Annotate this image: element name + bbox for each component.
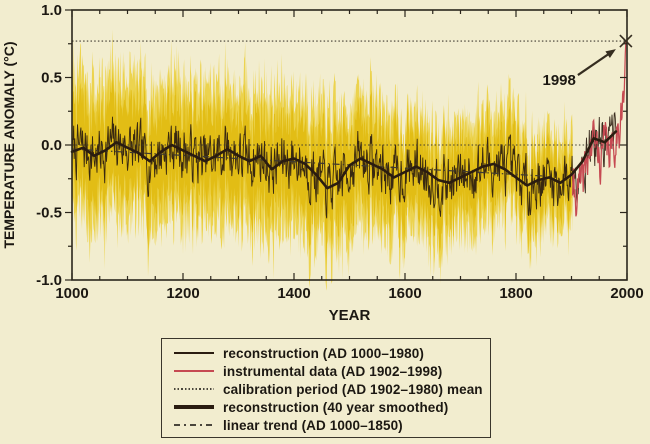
reconstruction-smoothed-line — [70, 130, 618, 190]
legend-box: reconstruction (AD 1000–1980) instrumenta… — [161, 338, 491, 438]
x-tick-label: 1600 — [388, 285, 421, 302]
y-tick-label: -0.5 — [36, 205, 62, 222]
legend-sample-dash-dot-line — [174, 424, 214, 426]
legend-item: linear trend (AD 1000–1850) — [174, 416, 490, 434]
legend-item: instrumental data (AD 1902–1998) — [174, 362, 490, 380]
x-axis-title: YEAR — [329, 307, 371, 324]
y-tick-label: 0.0 — [41, 137, 62, 154]
x-tick-label: 2000 — [610, 285, 643, 302]
instrumental-data-line — [571, 41, 627, 217]
legend-item: reconstruction (40 year smoothed) — [174, 398, 490, 416]
y-tick-label: 1.0 — [41, 2, 62, 19]
x-tick-label: 1800 — [499, 285, 532, 302]
x-tick-label: 1200 — [166, 285, 199, 302]
y-tick-label: 0.5 — [41, 70, 62, 87]
y-tick-label: -1.0 — [36, 272, 62, 289]
legend-item-label: reconstruction (40 year smoothed) — [223, 399, 449, 415]
x-tick-label: 1000 — [55, 285, 88, 302]
legend-item-label: linear trend (AD 1000–1850) — [223, 417, 403, 433]
legend-sample-thin-line — [174, 352, 214, 354]
legend-sample-thick-line — [174, 405, 214, 409]
x-tick-label: 1400 — [277, 285, 310, 302]
legend-sample-thin-line — [174, 370, 214, 372]
legend-item-label: reconstruction (AD 1000–1980) — [223, 345, 424, 361]
annotation-arrow — [577, 52, 611, 76]
legend-item-label: calibration period (AD 1902–1980) mean — [223, 381, 483, 397]
legend-item: reconstruction (AD 1000–1980) — [174, 344, 490, 362]
annotation-1998-label: 1998 — [543, 72, 576, 89]
legend-item-label: instrumental data (AD 1902–1998) — [223, 363, 443, 379]
annotation-arrowhead — [605, 49, 616, 58]
y-axis-title: TEMPERATURE ANOMALY (°C) — [1, 41, 17, 248]
peak-1998-marker — [619, 34, 633, 48]
legend-item: calibration period (AD 1902–1980) mean — [174, 380, 490, 398]
legend-sample-dotted-line — [174, 388, 214, 390]
linear-trend-line — [71, 148, 544, 177]
